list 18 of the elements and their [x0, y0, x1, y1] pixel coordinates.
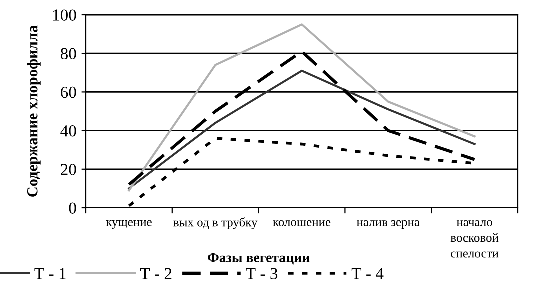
- y-tick-label: 100: [53, 10, 76, 21]
- x-tick-label: налив зерна: [356, 220, 420, 229]
- x-axis-title: Фазы вегетации: [208, 253, 310, 265]
- y-axis-title: Содержание хлорофилла: [27, 26, 41, 197]
- x-tick-label: вых од в трубку: [174, 218, 258, 230]
- y-tick-label: 20: [61, 164, 76, 176]
- legend-label: Т - 2: [140, 268, 172, 280]
- x-tick-label: начало восковой спелости: [450, 220, 499, 258]
- legend-label: Т - 4: [352, 268, 384, 280]
- y-tick-label: 40: [60, 126, 76, 137]
- y-tick-label: 60: [61, 86, 76, 98]
- x-tick-label: кущение: [106, 220, 152, 229]
- line-series: [128, 70, 476, 190]
- y-tick-label: 0: [69, 202, 76, 214]
- x-tick-label: колошение: [273, 220, 331, 226]
- y-tick-label: 80: [60, 48, 76, 60]
- legend-label: Т - 3: [246, 268, 278, 280]
- legend-label: Т - 1: [34, 268, 66, 280]
